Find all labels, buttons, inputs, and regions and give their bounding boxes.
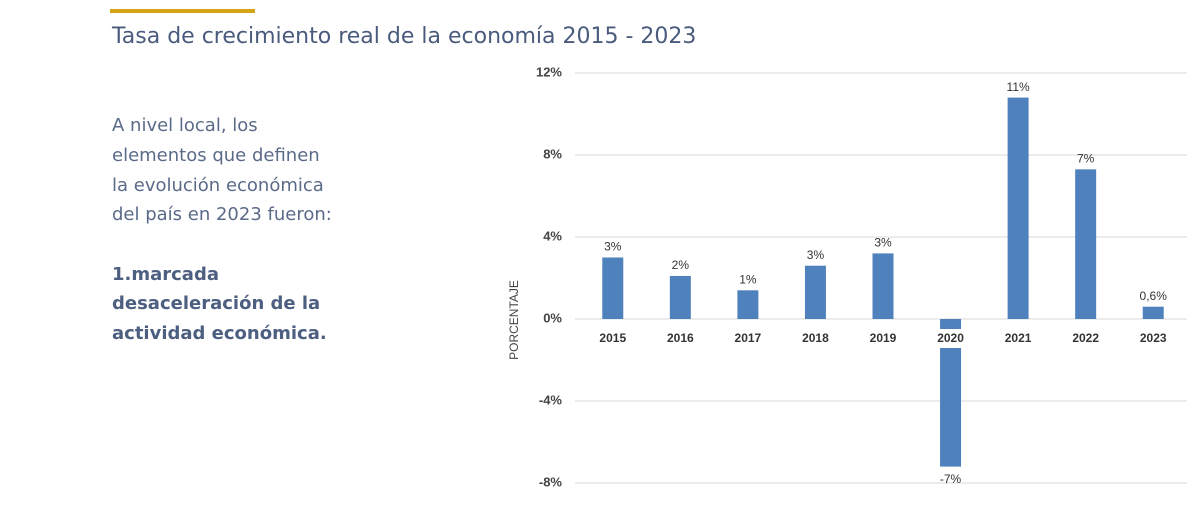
bar xyxy=(602,257,624,319)
bar xyxy=(940,319,962,467)
x-tick-label-bg xyxy=(592,329,633,348)
x-tick-label-bg xyxy=(863,329,903,348)
value-label: 2% xyxy=(672,258,690,272)
y-tick-label: 4% xyxy=(543,228,562,243)
accent-bar xyxy=(110,9,255,13)
x-tick-label-bg xyxy=(1133,329,1174,348)
y-tick-label: -8% xyxy=(539,474,563,489)
heading: Tasa de crecimiento real de la economía … xyxy=(111,24,696,49)
highlight-line: 1.marcada xyxy=(112,264,219,285)
body-line: A nivel local, los xyxy=(112,115,258,136)
body-line: elementos que definen xyxy=(112,145,320,166)
x-tick-label: 2020 xyxy=(937,331,964,345)
y-axis-title: PORCENTAJE xyxy=(507,280,521,360)
value-label: -7% xyxy=(940,472,962,486)
bar xyxy=(669,275,691,319)
bar xyxy=(737,290,759,319)
bar xyxy=(804,265,826,319)
x-tick-label-bg xyxy=(1065,329,1106,348)
x-tick-label: 2017 xyxy=(735,331,762,345)
bar xyxy=(872,253,894,319)
x-tick-label: 2023 xyxy=(1140,331,1167,345)
x-tick-label: 2016 xyxy=(667,331,694,345)
labels: -8% -4% 0% 4% 8% 12% 2015 3% 2016 2% 2017 1% 2018 3% 2… xyxy=(536,64,1174,489)
body-line: del país en 2023 fueron: xyxy=(112,204,332,225)
bar xyxy=(1142,306,1164,319)
value-label: 11% xyxy=(1007,80,1030,94)
highlight-line: desaceleración de la xyxy=(112,293,320,314)
x-tick-label-bg xyxy=(930,329,971,348)
x-tick-label-bg xyxy=(795,329,836,348)
x-tick-label: 2018 xyxy=(802,331,829,345)
body-line: la evolución económica xyxy=(112,175,324,196)
value-label: 3% xyxy=(807,248,825,262)
bar xyxy=(1007,97,1029,319)
y-tick-label: 12% xyxy=(536,64,562,79)
value-label: 7% xyxy=(1077,152,1095,166)
y-tick-label: -4% xyxy=(539,392,563,407)
value-label: 3% xyxy=(604,240,622,254)
x-tick-label: 2021 xyxy=(1005,331,1032,345)
x-tick-label-bg xyxy=(998,329,1039,348)
x-tick-label: 2022 xyxy=(1072,331,1099,345)
value-label: 1% xyxy=(739,272,757,286)
x-tick-label-bg xyxy=(660,329,701,348)
y-tick-label: 0% xyxy=(543,310,562,325)
value-label: 3% xyxy=(874,236,892,250)
y-tick-label: 8% xyxy=(543,146,562,161)
value-label: 0,6% xyxy=(1140,289,1168,303)
x-tick-label: 2015 xyxy=(599,331,626,345)
bars xyxy=(602,97,1164,467)
bar xyxy=(1075,169,1097,319)
x-tick-label-bg xyxy=(727,329,768,348)
x-tick-label: 2019 xyxy=(870,331,897,345)
highlight-line: actividad económica. xyxy=(112,323,327,344)
